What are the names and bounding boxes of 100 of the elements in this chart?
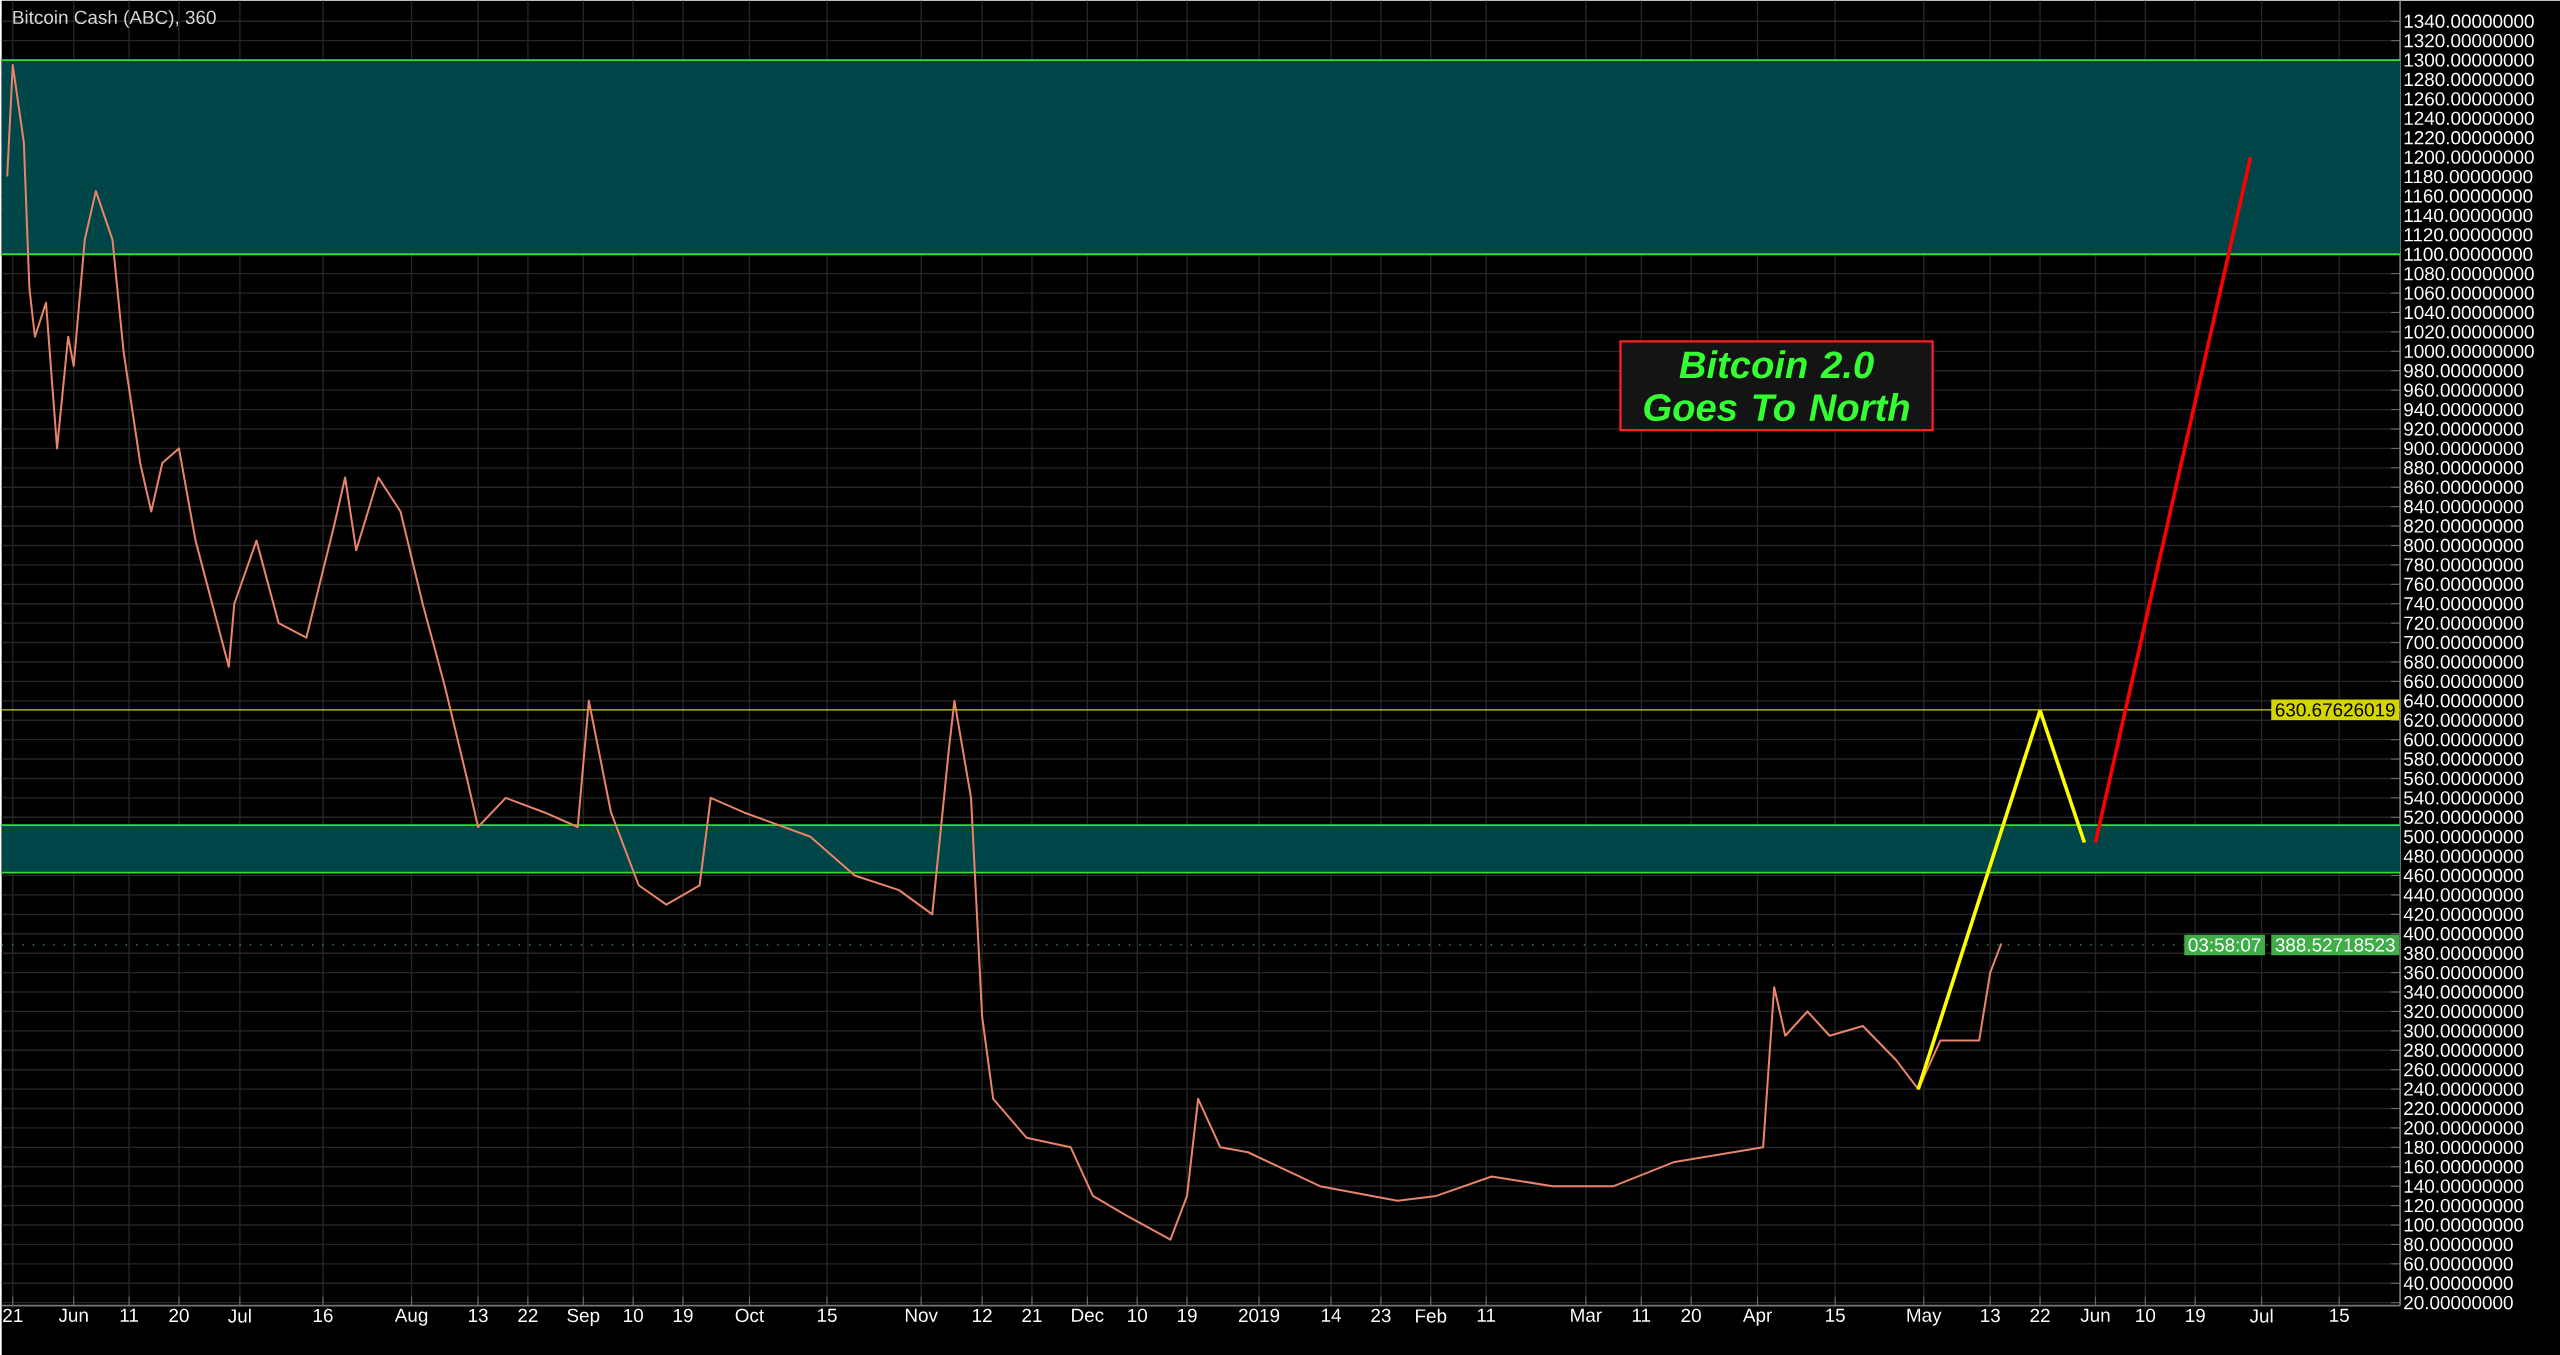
y-tick-label: 140.00000000 [2404,1179,2524,1193]
x-tick-label: Mar [1571,1308,1602,1322]
y-tick-label: 20.00000000 [2404,1296,2513,1310]
y-tick-label: 1000.00000000 [2404,344,2534,359]
x-tick-label: 12 [973,1308,992,1322]
y-tick-label: 1260.00000000 [2404,92,2534,106]
y-tick-label: 120.00000000 [2404,1198,2524,1213]
y-tick-label: 220.00000000 [2404,1101,2524,1116]
y-tick-label: 900.00000000 [2404,441,2524,456]
x-tick-label: 22 [2030,1308,2050,1322]
y-tick-label: 820.00000000 [2404,519,2524,533]
y-tick-label: 660.00000000 [2404,674,2524,689]
y-tick-label: 340.00000000 [2403,985,2524,999]
y-tick-label: 240.00000000 [2404,1082,2524,1096]
y-tick-label: 400.00000000 [2403,927,2524,941]
y-tick-label: 40.00000000 [2403,1276,2513,1290]
x-tick-label: Apr [1742,1308,1772,1326]
y-tick-label: 1200.00000000 [2404,150,2534,164]
x-tick-label: 23 [1371,1308,1391,1323]
y-tick-label: 860.00000000 [2404,480,2524,494]
y-tick-label: 360.00000000 [2403,965,2524,980]
y-tick-label: 1060.00000000 [2404,286,2534,300]
y-tick-label: 460.00000000 [2403,868,2524,883]
y-tick-label: 780.00000000 [2404,558,2524,572]
y-tick-label: 60.00000000 [2404,1257,2513,1271]
x-tick-label: 20 [1681,1308,1701,1323]
y-tick-label: 880.00000000 [2404,461,2524,475]
y-tick-label: 940.00000000 [2404,402,2524,417]
y-tick-label: 960.00000000 [2404,383,2524,397]
x-tick-label: Jul [228,1308,251,1323]
y-tick-label: 1120.00000000 [2404,228,2533,242]
x-tick-label: Feb [1416,1308,1447,1323]
y-tick-label: 320.00000000 [2403,1004,2524,1019]
x-tick-label: 21 [1022,1308,1042,1322]
x-tick-label: Sep [567,1308,600,1326]
x-tick-label: 19 [2186,1308,2205,1323]
y-tick-label: 1180.00000000 [2404,169,2533,184]
y-tick-label: 1020.00000000 [2404,325,2534,339]
y-tick-label: 1320.00000000 [2404,33,2534,48]
y-tick-label: 600.00000000 [2404,732,2524,747]
x-tick-label: 22 [518,1308,538,1322]
y-tick-label: 1080.00000000 [2404,266,2534,281]
y-tick-label: 80.00000000 [2404,1237,2513,1252]
y-tick-label: 680.00000000 [2404,655,2524,669]
chart-title: Bitcoin Cash (ABC), 360 [13,10,216,28]
x-tick-label: Dec [1072,1308,1104,1322]
annotation: Bitcoin 2.0 Goes To North [1644,350,1909,422]
annotation: 03:58:07 [2188,938,2261,952]
y-tick-label: 560.00000000 [2404,771,2524,786]
x-tick-label: 2019 [1238,1308,1280,1323]
ref-line-label: 630.67626019 [2275,703,2395,717]
y-tick-label: 380.00000000 [2403,946,2524,960]
y-tick-label: 1220.00000000 [2404,131,2534,145]
x-tick-label: 13 [468,1308,488,1323]
x-tick-label: 10 [2136,1308,2156,1323]
x-tick-label: 10 [1128,1308,1147,1323]
x-tick-label: 20 [169,1308,189,1323]
y-tick-label: 1280.00000000 [2404,72,2534,87]
x-tick-label: 21 [3,1308,23,1322]
y-tick-label: 420.00000000 [2403,907,2524,922]
y-tick-label: 720.00000000 [2404,616,2524,630]
y-tick-label: 540.00000000 [2404,791,2524,805]
y-tick-label: 500.00000000 [2404,830,2524,844]
y-tick-label: 1240.00000000 [2404,111,2534,126]
y-tick-label: 480.00000000 [2403,849,2524,863]
y-tick-label: 1300.00000000 [2404,53,2534,67]
x-tick-label: 11 [1632,1308,1651,1322]
y-tick-label: 760.00000000 [2404,577,2524,592]
x-tick-label: 15 [817,1308,837,1322]
x-tick-label: 11 [120,1308,138,1322]
x-tick-label: 14 [1321,1308,1342,1322]
x-tick-label: 10 [624,1308,643,1323]
y-tick-label: 840.00000000 [2404,499,2524,514]
x-tick-label: Aug [394,1308,428,1326]
y-tick-label: 800.00000000 [2404,538,2524,553]
x-tick-label: May [1907,1308,1942,1326]
y-tick-label: 740.00000000 [2404,597,2524,611]
y-tick-label: 1100.00000000 [2404,247,2533,261]
y-tick-label: 1160.00000000 [2404,189,2533,203]
y-tick-label: 980.00000000 [2404,364,2524,378]
y-tick-label: 620.00000000 [2404,713,2524,727]
y-tick-label: 1040.00000000 [2404,305,2534,320]
y-tick-label: 440.00000000 [2403,888,2524,902]
x-tick-label: 15 [2330,1308,2349,1322]
x-tick-label: 19 [1177,1308,1197,1323]
x-tick-label: Jul [2249,1308,2273,1323]
y-tick-label: 100.00000000 [2404,1218,2524,1232]
y-tick-label: 1340.00000000 [2404,14,2534,28]
y-tick-label: 520.00000000 [2404,810,2524,825]
x-tick-label: Nov [905,1308,938,1322]
y-tick-label: 180.00000000 [2404,1140,2524,1155]
y-tick-label: 640.00000000 [2404,694,2524,708]
x-tick-label: 11 [1477,1308,1496,1322]
x-tick-label: Jun [2080,1308,2110,1322]
y-tick-label: 200.00000000 [2404,1121,2524,1135]
y-tick-label: 160.00000000 [2404,1160,2524,1174]
x-tick-label: 15 [1826,1308,1845,1322]
ref-line-label: 388.52718523 [2275,938,2395,952]
y-tick-label: 920.00000000 [2404,422,2524,436]
y-tick-label: 580.00000000 [2404,752,2524,766]
